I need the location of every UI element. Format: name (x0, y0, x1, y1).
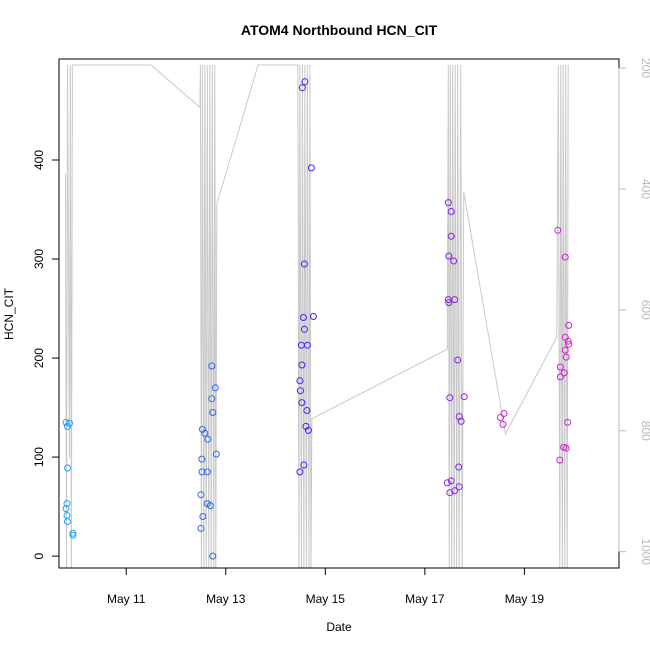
x-tick-label: May 15 (306, 592, 346, 606)
data-point (460, 393, 468, 401)
secondary-series (65, 64, 569, 568)
data-point (296, 387, 304, 395)
data-point (300, 325, 308, 333)
data-point (455, 463, 463, 471)
data-point (455, 483, 463, 491)
data-point (299, 314, 307, 321)
y2-tick-label: 800 (639, 421, 650, 441)
data-point (204, 435, 212, 443)
data-point (560, 369, 568, 377)
data-point (307, 164, 315, 172)
y-axis: 0 100 200 300 400 (32, 150, 60, 559)
x-tick-label: May 13 (206, 592, 246, 606)
y-tick-label: 200 (32, 348, 46, 368)
data-point (309, 313, 317, 320)
x-tick-label: May 17 (405, 592, 445, 606)
data-point (562, 353, 570, 361)
data-point (447, 208, 455, 215)
data-point (209, 409, 217, 416)
x-tick-label: May 11 (107, 592, 146, 606)
data-point (199, 513, 207, 520)
data-point (446, 394, 454, 402)
data-point (208, 395, 216, 403)
chart-title: ATOM4 Northbound HCN_CIT (241, 22, 438, 38)
data-point (62, 505, 70, 513)
data-point (445, 299, 453, 307)
data-point (66, 419, 73, 427)
scatter-points (62, 78, 573, 560)
data-point (446, 489, 454, 497)
y2-tick-label: 600 (639, 300, 650, 320)
data-point (556, 373, 564, 381)
y2-tick-label: 1000 (639, 538, 650, 565)
y-tick-label: 100 (32, 447, 46, 467)
data-point (64, 464, 71, 472)
data-point (300, 461, 308, 469)
data-point (447, 477, 455, 485)
data-point (561, 253, 569, 261)
y2-axis: 200 400 600 800 1000 (618, 58, 650, 565)
data-point (564, 337, 572, 345)
y-tick-label: 400 (32, 150, 46, 170)
data-point (451, 296, 459, 304)
secondary-series-line (65, 64, 569, 568)
data-point (447, 232, 455, 240)
data-point (69, 531, 77, 539)
data-point (303, 341, 311, 349)
data-point (208, 362, 216, 370)
data-point (564, 418, 572, 426)
data-point (201, 429, 209, 437)
y-tick-label: 0 (32, 552, 46, 559)
data-point (63, 500, 71, 508)
data-point (212, 450, 220, 458)
data-point (304, 426, 312, 434)
data-point (499, 420, 507, 428)
data-point (296, 468, 304, 476)
data-point (198, 455, 206, 463)
data-point (298, 361, 306, 369)
data-point (300, 260, 308, 268)
y-axis-label: HCN_CIT (2, 287, 16, 340)
data-point (565, 321, 573, 329)
data-point (500, 410, 508, 417)
data-point (444, 199, 452, 207)
data-point (69, 529, 77, 537)
data-point (209, 552, 217, 560)
y-tick-label: 300 (32, 249, 46, 269)
data-point (298, 399, 306, 407)
data-point (556, 456, 564, 464)
data-point (298, 84, 306, 92)
data-point (303, 407, 311, 414)
plot-frame (58, 58, 620, 569)
data-point (554, 226, 562, 234)
data-point (197, 491, 205, 499)
data-point (445, 252, 453, 260)
data-point (565, 340, 573, 348)
x-axis-label: Date (326, 620, 352, 634)
data-point (198, 468, 206, 476)
data-point (561, 346, 569, 354)
data-point (450, 257, 458, 265)
y2-tick-label: 200 (639, 58, 650, 78)
data-point (62, 418, 70, 426)
data-point (211, 384, 219, 392)
data-point (454, 356, 462, 364)
data-point (203, 468, 211, 476)
data-point (562, 444, 570, 452)
data-point (197, 524, 205, 532)
data-point (497, 414, 504, 421)
data-point (556, 363, 564, 371)
data-point (296, 377, 304, 385)
data-point (64, 518, 71, 525)
x-axis: May 11 May 13 May 15 May 17 May 19 (107, 567, 545, 606)
data-point (443, 479, 451, 487)
data-point (206, 502, 214, 510)
data-point (301, 78, 309, 86)
y2-tick-label: 400 (639, 179, 650, 199)
data-point (457, 417, 465, 425)
x-tick-label: May 19 (505, 592, 545, 606)
